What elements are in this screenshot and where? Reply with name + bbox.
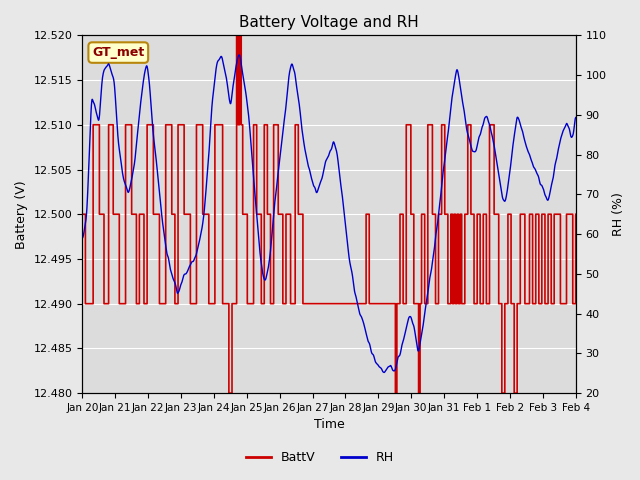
Y-axis label: Battery (V): Battery (V) (15, 180, 28, 249)
Text: GT_met: GT_met (92, 46, 145, 59)
Title: Battery Voltage and RH: Battery Voltage and RH (239, 15, 419, 30)
Y-axis label: RH (%): RH (%) (612, 192, 625, 236)
X-axis label: Time: Time (314, 419, 344, 432)
Legend: BattV, RH: BattV, RH (241, 446, 399, 469)
